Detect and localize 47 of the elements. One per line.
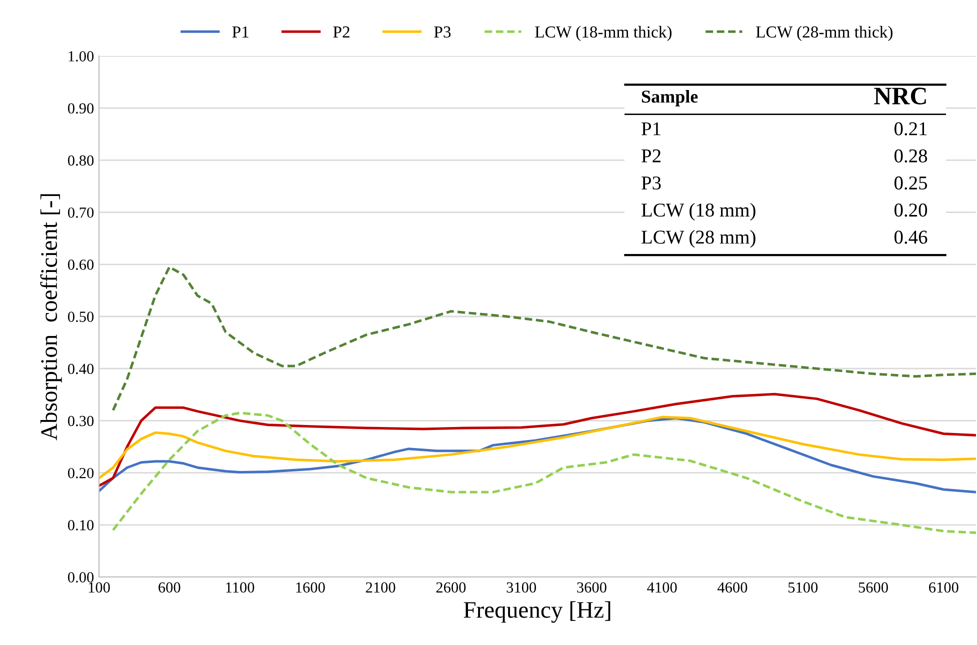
- annotation: 0.21: [894, 122, 927, 136]
- x-tick-label: 4100: [647, 582, 677, 593]
- y-tick-label: 0.40: [68, 364, 94, 374]
- line-series: [99, 416, 976, 480]
- annotation: NRC: [874, 88, 926, 104]
- y-tick-label: 0.30: [68, 416, 94, 426]
- x-tick-label: 6100: [929, 582, 958, 593]
- y-tick-label: 0.70: [68, 207, 94, 218]
- x-tick-label: 1600: [296, 582, 325, 593]
- annotation: P2: [642, 149, 660, 162]
- y-tick-label: 0.00: [68, 572, 94, 583]
- x-tick-label: 2600: [436, 582, 466, 593]
- y-tick-label: 0.10: [68, 520, 94, 530]
- x-tick-label: 4600: [718, 582, 748, 593]
- annotation: 0.28: [894, 149, 928, 163]
- y-tick-label: 0.50: [68, 312, 94, 322]
- y-tick-label: 0.60: [68, 260, 94, 270]
- x-tick-label: 2100: [366, 582, 396, 593]
- annotation: 0.46: [894, 230, 928, 244]
- x-tick-label: 5100: [788, 582, 818, 593]
- annotation: Sample: [642, 90, 698, 106]
- legend-label: P3: [434, 26, 451, 38]
- x-axis-title: Frequency [Hz]: [464, 601, 610, 623]
- y-tick-label: 0.90: [68, 103, 94, 114]
- annotation: LCW (18 mm): [642, 202, 756, 221]
- y-tick-label: 0.80: [68, 155, 94, 166]
- annotation: 0.25: [894, 176, 928, 190]
- x-tick-label: 1100: [226, 582, 254, 593]
- x-tick-label: 3100: [506, 582, 536, 593]
- y-tick-label: 1.00: [68, 51, 94, 62]
- line-series: [112, 412, 976, 534]
- legend-label: LCW (28-mm thick): [756, 26, 892, 41]
- legend-label: LCW (18-mm thick): [535, 26, 672, 41]
- legend-label: P2: [333, 26, 350, 38]
- x-tick-label: 100: [88, 582, 110, 593]
- annotation: 0.20: [894, 204, 928, 217]
- line-series: [112, 266, 976, 412]
- y-tick-label: 0.20: [68, 468, 94, 478]
- x-tick-label: 5600: [858, 582, 888, 593]
- legend-label: P1: [232, 26, 248, 38]
- annotation: P1: [642, 122, 660, 136]
- x-tick-label: 600: [158, 582, 180, 593]
- line-series: [99, 392, 976, 488]
- annotation: P3: [642, 176, 661, 190]
- annotation: LCW (28 mm): [642, 230, 756, 248]
- x-tick-label: 3600: [577, 582, 606, 593]
- y-axis-title: Absorption coefficient [-]: [40, 194, 62, 440]
